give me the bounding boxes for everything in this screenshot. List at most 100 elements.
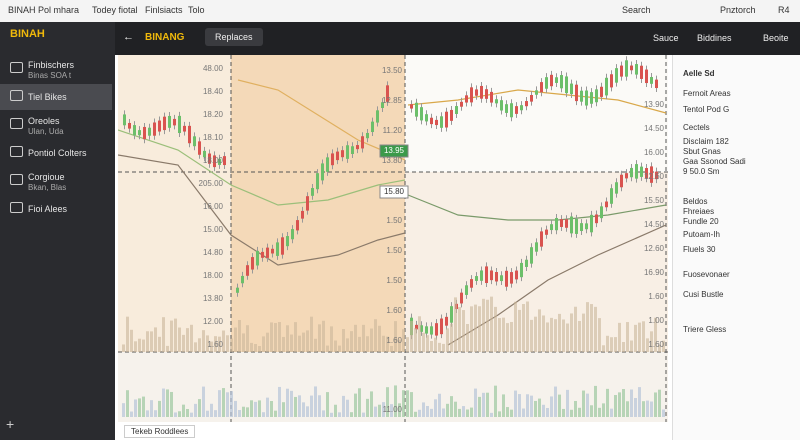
volume-bar	[246, 407, 249, 417]
candle	[366, 132, 369, 139]
menu-item[interactable]: Todey fiotal	[92, 5, 138, 15]
candle	[490, 91, 493, 103]
volume-bar	[566, 389, 569, 417]
volume-bar	[266, 397, 269, 417]
candle	[585, 90, 588, 106]
panel-item[interactable]: Gaa Ssonod Sadi	[683, 157, 746, 166]
candle	[138, 130, 141, 136]
candle	[223, 156, 226, 166]
panel-item[interactable]: Fundle 20	[683, 217, 719, 226]
nav-sub: Ulan, Uda	[28, 127, 64, 136]
candle	[430, 117, 433, 125]
nav-item[interactable]: Finbischers Binas SOA t	[0, 56, 112, 82]
volume-bar	[314, 338, 317, 352]
search[interactable]: Search	[622, 5, 651, 15]
axis-label: 13.80	[203, 294, 224, 303]
action[interactable]: Sauce	[653, 33, 679, 43]
volume-bar	[158, 336, 161, 352]
user[interactable]: R4	[778, 5, 790, 15]
candle	[251, 257, 254, 270]
volume-bar	[310, 316, 313, 352]
panel-item[interactable]: Fuosevonaer	[683, 270, 730, 279]
volume-bar	[182, 404, 185, 417]
volume-bar	[318, 395, 321, 417]
candle	[410, 104, 413, 109]
volume-bar	[470, 407, 473, 417]
volume-bar	[150, 400, 153, 417]
volume-bar	[218, 390, 221, 417]
candle	[600, 206, 603, 219]
candle	[213, 155, 216, 168]
nav-item[interactable]: Pontiol Colters	[0, 140, 112, 166]
panel-item[interactable]: Cectels	[683, 123, 710, 132]
panel-item[interactable]: Triere Gless	[683, 325, 727, 334]
candle	[415, 102, 418, 117]
candle	[271, 248, 274, 254]
action[interactable]: Biddines	[697, 33, 732, 43]
volume-bar	[370, 391, 373, 417]
volume-bar	[502, 317, 505, 352]
volume-bar	[222, 330, 225, 352]
panel-item[interactable]: Fluels 30	[683, 245, 716, 254]
tab[interactable]: Tekeb Roddlees	[124, 425, 196, 438]
volume-bar	[398, 339, 401, 352]
back[interactable]: ←	[123, 31, 134, 43]
volume-bar	[462, 406, 465, 417]
user-menu[interactable]: Pnztorch	[720, 5, 756, 15]
volume-bar	[410, 320, 413, 352]
candle	[123, 114, 126, 126]
panel-item[interactable]: Fernoit Areas	[683, 89, 731, 98]
panel-item[interactable]: Fhreiaes	[683, 207, 715, 216]
candle	[445, 316, 448, 326]
nav-label: Corgioue	[28, 172, 65, 182]
candle	[331, 153, 334, 166]
add-button[interactable]: +	[6, 416, 15, 432]
volume-bar	[190, 412, 193, 417]
volume-bar	[458, 307, 461, 352]
volume-bar	[438, 342, 441, 352]
nav-icon	[10, 62, 23, 73]
candle	[535, 90, 538, 95]
candle	[361, 136, 364, 149]
candle	[650, 166, 653, 183]
volume-bar	[334, 404, 337, 417]
nav-item[interactable]: Fioi Alees	[0, 196, 112, 222]
chart-area: 48.00 18.40 18.20 18.10 18.00 205.00 16.00 15.0…	[118, 55, 668, 422]
candle	[198, 141, 201, 155]
panel-item[interactable]: Disclaim 182	[683, 137, 729, 146]
volume-bar	[514, 301, 517, 352]
ma-line	[407, 89, 667, 114]
panel-item[interactable]: Beldos	[683, 197, 708, 206]
candle	[620, 174, 623, 188]
volume-bar	[490, 296, 493, 352]
volume-bar	[582, 313, 585, 352]
volume-bar	[346, 338, 349, 352]
candle	[460, 292, 463, 304]
candle	[540, 82, 543, 93]
panel-item[interactable]: Putoam-Ih	[683, 230, 720, 239]
volume-bar	[374, 406, 377, 417]
volume-bar	[322, 410, 325, 417]
volume-bar	[494, 306, 497, 352]
nav-item[interactable]: Tiel Bikes	[0, 84, 112, 110]
nav-item[interactable]: Oreoles Ulan, Uda	[0, 112, 112, 138]
volume-bar	[494, 385, 497, 417]
tab[interactable]: Replaces	[205, 28, 263, 46]
panel-item[interactable]: Sbut Gnas	[683, 147, 721, 156]
volume-bar	[214, 336, 217, 352]
action[interactable]: Beoite	[763, 33, 789, 43]
volume-bar	[406, 337, 409, 352]
ma-line	[118, 129, 406, 206]
menu-item[interactable]: Tolo	[188, 5, 205, 15]
nav-item[interactable]: Corgioue Bkan, Blas	[0, 168, 112, 194]
footer: Tekeb Roddlees	[118, 422, 668, 440]
volume-bar	[254, 401, 257, 417]
panel-item[interactable]: 9 50.0 Sm	[683, 167, 720, 176]
volume-bar	[258, 345, 261, 352]
panel-item[interactable]: Tentol Pod G	[683, 105, 730, 114]
menu-item[interactable]: Finlsiacts	[145, 5, 183, 15]
panel-item[interactable]: Cusi Bustle	[683, 290, 724, 299]
candle	[430, 326, 433, 335]
volume-bar	[154, 410, 157, 417]
axis-label: 18.00	[203, 156, 224, 165]
